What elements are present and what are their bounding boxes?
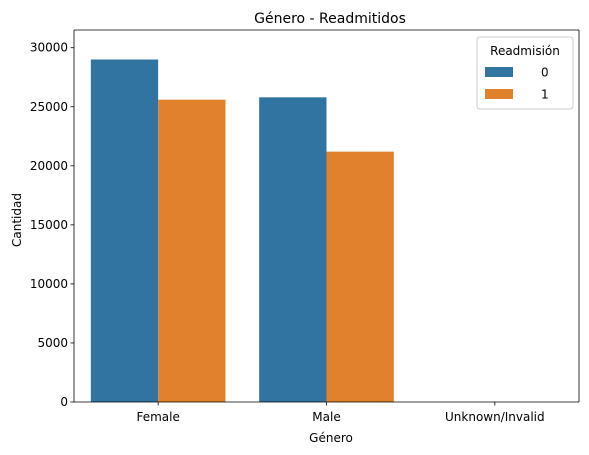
legend: Readmisión 0 1: [476, 36, 574, 110]
bar-female-series-0: [90, 59, 159, 403]
x-tick-label: Male: [312, 410, 340, 424]
legend-label-series-0: 0: [541, 66, 549, 80]
legend-label-series-1: 1: [541, 88, 549, 102]
y-tick-label: 10000: [30, 277, 68, 291]
y-tick-label: 20000: [30, 159, 68, 173]
bar-male-series-0: [259, 97, 327, 403]
y-tick-label: 0: [60, 395, 68, 409]
y-tick-label: 5000: [37, 336, 68, 350]
x-tick-label: Female: [136, 410, 179, 424]
legend-title: Readmisión: [490, 44, 560, 58]
bar-female-series-1: [158, 99, 226, 402]
y-axis-label: Cantidad: [10, 193, 24, 247]
legend-swatch-series-1: [485, 89, 513, 99]
y-tick-label: 25000: [30, 100, 68, 114]
x-tick-label: Unknown/Invalid: [445, 410, 545, 424]
y-tick-label: 15000: [30, 218, 68, 232]
chart-title: Género - Readmitidos: [254, 11, 406, 27]
x-axis-label: Género: [309, 431, 353, 445]
axes-group: 0 5000 10000 15000 20000 25000 30000 Female Male…: [30, 29, 580, 424]
legend-swatch-series-0: [485, 67, 513, 77]
y-tick-label: 30000: [30, 41, 68, 55]
bar-male-series-1: [326, 151, 394, 402]
bars-group: [90, 59, 394, 403]
